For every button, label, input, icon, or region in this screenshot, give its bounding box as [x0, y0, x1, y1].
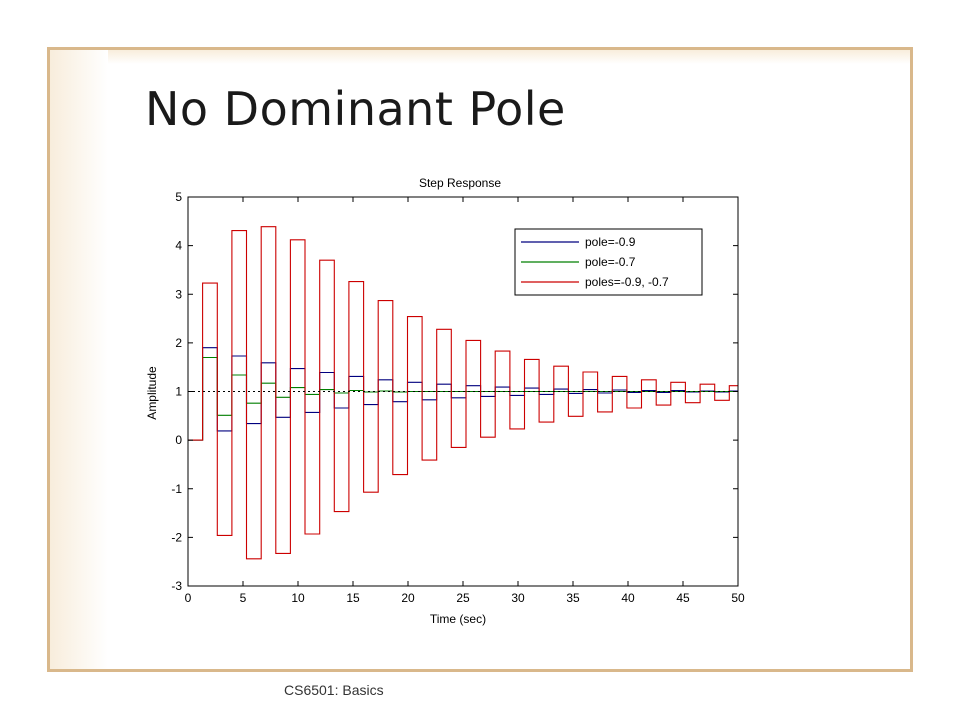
x-tick-label: 30: [511, 591, 525, 605]
y-axis-label: Amplitude: [145, 366, 159, 420]
step-response-chart: Step Response Amplitude Time (sec) 0 5 10 1…: [145, 176, 745, 626]
x-tick-label: 40: [621, 591, 635, 605]
legend: pole=-0.9 pole=-0.7 poles=-0.9, -0.7: [514, 228, 703, 296]
frame-glow-top: [50, 50, 910, 64]
y-tick-label: -1: [171, 482, 182, 496]
x-tick-label: 5: [240, 591, 247, 605]
slide-footer: CS6501: Basics: [284, 682, 384, 698]
x-tick-label: 25: [456, 591, 470, 605]
x-tick-label: 45: [676, 591, 690, 605]
series-line-3: [188, 226, 738, 560]
x-tick-label: 20: [401, 591, 415, 605]
slide-title: No Dominant Pole: [145, 82, 566, 136]
legend-entry-label: pole=-0.7: [585, 255, 636, 269]
y-tick-label: 2: [175, 336, 182, 350]
y-tick-label: 4: [175, 239, 182, 253]
legend-entry-label: pole=-0.9: [585, 235, 636, 249]
chart-title: Step Response: [419, 176, 501, 190]
x-axis-label: Time (sec): [430, 612, 486, 626]
x-tick-label: 10: [291, 591, 305, 605]
y-tick-label: -3: [171, 579, 182, 593]
x-tick-label: 0: [185, 591, 192, 605]
y-tick-label: 3: [175, 287, 182, 301]
x-tick-label: 35: [566, 591, 580, 605]
y-tick-label: 5: [175, 190, 182, 204]
y-tick-label: 0: [175, 433, 182, 447]
x-tick-label: 50: [731, 591, 745, 605]
x-tick-label: 15: [346, 591, 360, 605]
frame-glow-left: [50, 50, 108, 669]
y-tick-label: 1: [175, 385, 182, 399]
y-tick-label: -2: [171, 530, 182, 544]
legend-entry-label: poles=-0.9, -0.7: [585, 275, 669, 289]
